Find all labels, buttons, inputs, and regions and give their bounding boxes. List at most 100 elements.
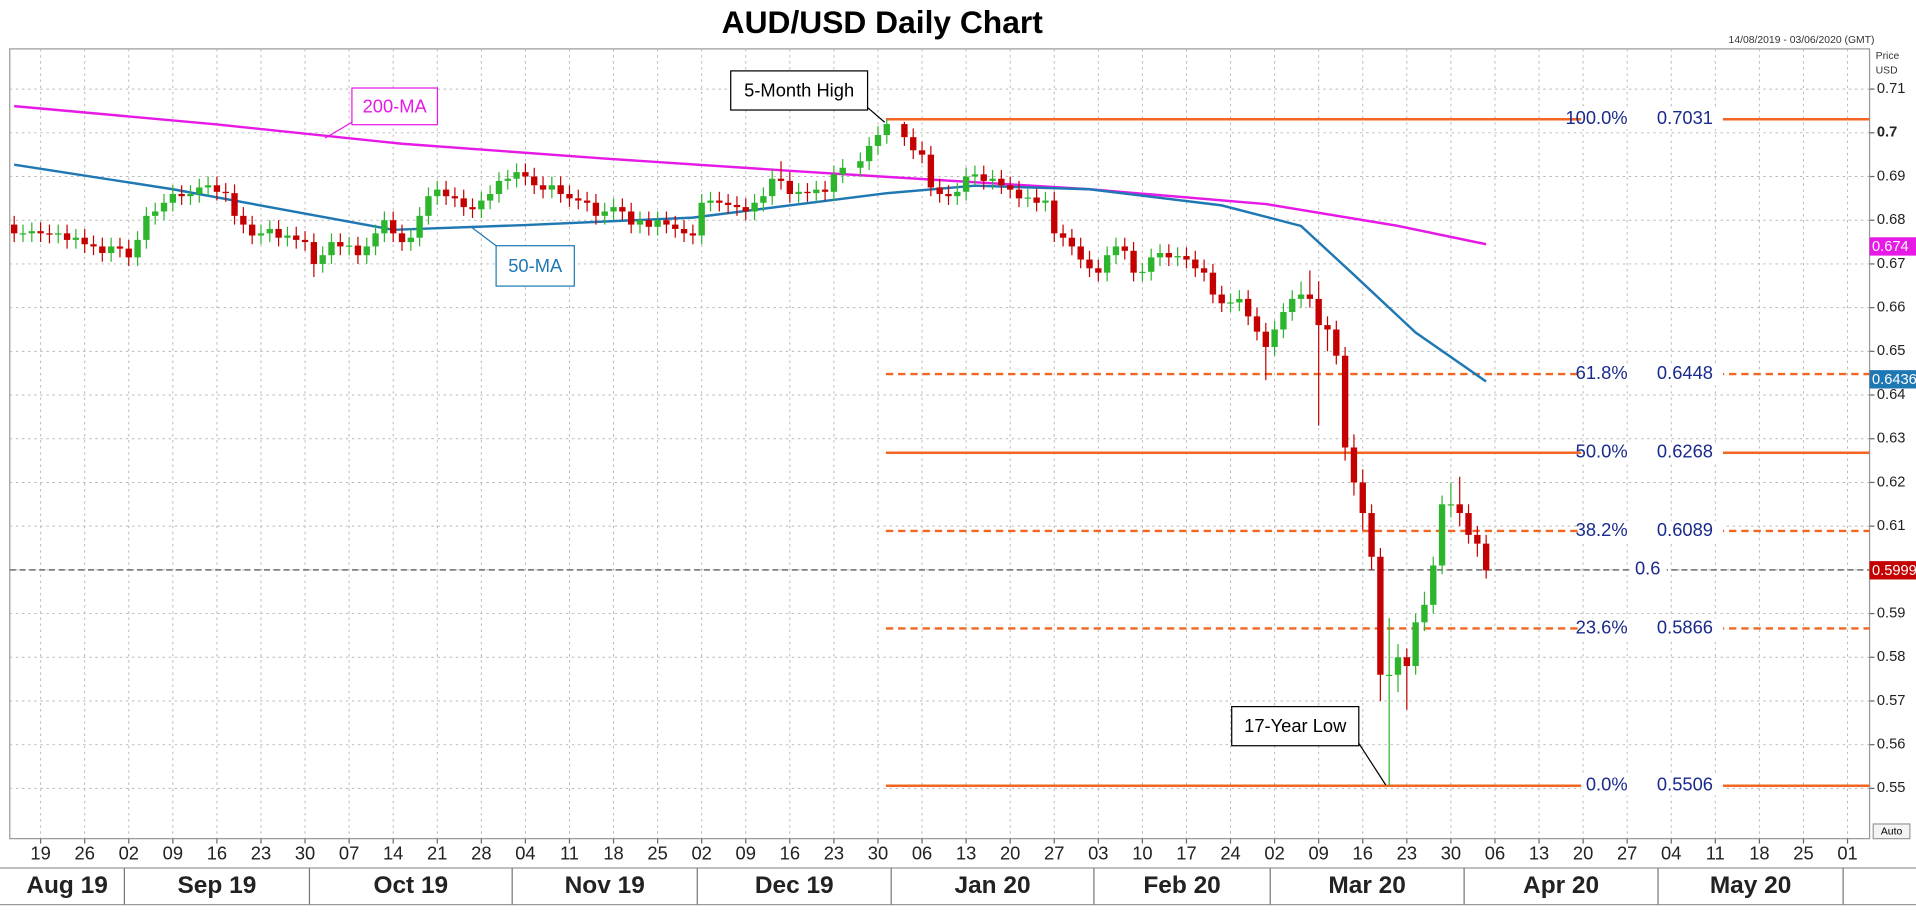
candle-body: [566, 194, 573, 199]
legend-entry-pointer: [471, 226, 497, 247]
auto-button-label[interactable]: Auto: [1881, 827, 1903, 838]
candle-body: [372, 233, 379, 247]
month-label: Dec 19: [755, 872, 834, 899]
candle-body: [1482, 543, 1490, 571]
x-tick-label: 23: [824, 842, 844, 863]
fib-value: 0.5506: [1657, 774, 1713, 795]
candle-body: [240, 215, 247, 225]
candle-body: [504, 178, 511, 181]
candle-body: [874, 134, 882, 146]
candle-body: [72, 237, 80, 240]
candle-body: [1465, 513, 1472, 535]
x-tick-label: 21: [427, 842, 447, 863]
plot-frame: [9, 48, 1871, 840]
x-tick-label: 09: [1308, 842, 1328, 863]
fib-label-bg: [1581, 109, 1723, 130]
date-range: 14/08/2019 - 03/06/2020 (GMT): [1729, 35, 1875, 46]
legend-entry: 50-MA: [508, 255, 563, 276]
y-tick-label: 0.56: [1877, 737, 1906, 753]
candle-body: [707, 200, 714, 203]
candle-body: [301, 239, 309, 243]
candle-body: [442, 189, 450, 197]
candle-body: [1377, 556, 1384, 675]
candle-body: [63, 233, 71, 240]
x-tick-label: 30: [868, 842, 888, 863]
candle-body: [1262, 331, 1269, 347]
candle-body: [213, 185, 221, 192]
fib-label-bg: [1581, 618, 1723, 639]
x-tick-label: 06: [1485, 842, 1505, 863]
x-tick-label: 07: [339, 842, 359, 863]
month-label: Feb 20: [1143, 872, 1220, 899]
x-tick-label: 04: [515, 842, 535, 863]
x-tick-label: 30: [295, 842, 315, 863]
candle-body: [196, 187, 203, 195]
candle-body: [716, 200, 723, 203]
fib-percent: 50.0%: [1576, 441, 1628, 462]
x-tick-label: 11: [1706, 842, 1725, 863]
candle-body: [187, 194, 194, 197]
candle-body: [143, 215, 150, 240]
x-tick-label: 14: [383, 842, 403, 863]
candle-body: [927, 154, 935, 188]
y-tick-label: 0.64: [1877, 387, 1906, 403]
candle-body: [55, 233, 62, 235]
x-tick-label: 09: [163, 842, 183, 863]
auto-button[interactable]: [1872, 823, 1911, 840]
legend-entry-box: [351, 87, 439, 126]
candle-body: [1200, 268, 1208, 273]
candle-body: [539, 185, 547, 190]
y-tick-label: 0.55: [1877, 780, 1906, 796]
y-axis-unit: USD: [1876, 66, 1898, 77]
candle-body: [160, 202, 168, 212]
candle-body: [310, 242, 318, 264]
fib-label-bg: [1581, 775, 1723, 796]
price-line-label: 0.6: [1635, 558, 1660, 579]
candle-body: [134, 239, 141, 258]
candle-body: [1103, 255, 1111, 273]
candle-body: [451, 196, 459, 199]
candle-body: [804, 191, 811, 194]
x-tick-label: 16: [780, 842, 800, 863]
fib-value: 0.7031: [1657, 107, 1713, 128]
candle-body: [1271, 329, 1278, 347]
candle-body: [337, 242, 344, 247]
candle-body: [1359, 482, 1366, 514]
candle-body: [1086, 259, 1093, 269]
candle-body: [583, 200, 591, 203]
fib-percent: 38.2%: [1576, 519, 1628, 540]
x-tick-label: 19: [30, 842, 50, 863]
candle-body: [1236, 298, 1243, 303]
candle-body: [733, 204, 741, 208]
candle-body: [398, 233, 406, 243]
candle-body: [936, 187, 943, 195]
x-tick-label: 23: [251, 842, 271, 863]
candle-body: [636, 220, 644, 225]
candle-body: [1244, 298, 1252, 317]
candle-body: [1042, 200, 1049, 203]
legend-entry: 200-MA: [363, 95, 428, 116]
candle-body: [901, 124, 908, 138]
candle-body: [248, 224, 256, 236]
y-tick-label: 0.63: [1877, 431, 1906, 447]
x-tick-label: 17: [1176, 842, 1196, 863]
candle-body: [1024, 197, 1031, 199]
x-tick-label: 06: [912, 842, 932, 863]
candle-body: [1350, 447, 1358, 483]
candle-body: [989, 178, 996, 181]
candle-body: [231, 193, 238, 216]
y-tick-label: 0.62: [1877, 474, 1906, 490]
candle-body: [1059, 233, 1067, 238]
candle-body: [1007, 185, 1014, 190]
candle-body: [99, 246, 106, 254]
candle-body: [416, 215, 423, 238]
month-label: Oct 19: [373, 872, 448, 899]
candle-body: [918, 150, 926, 155]
candle-body: [125, 248, 132, 258]
candle-body: [116, 246, 124, 249]
x-tick-label: 30: [1441, 842, 1461, 863]
x-tick-label: 02: [691, 842, 711, 863]
candle-body: [645, 220, 652, 227]
candle-body: [742, 207, 749, 212]
annotation-box: [1231, 706, 1360, 747]
